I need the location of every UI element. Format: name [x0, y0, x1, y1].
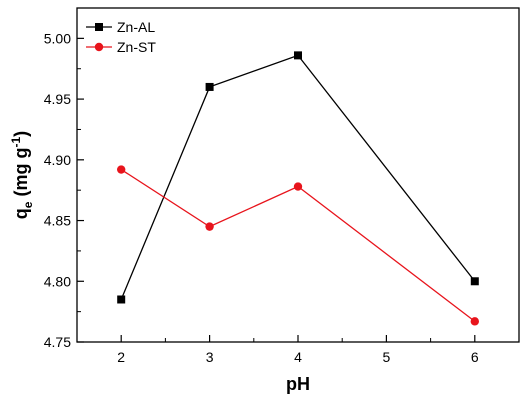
- x-tick-label: 4: [294, 349, 302, 365]
- series-zn-al: [117, 51, 479, 304]
- legend-label: Zn-AL: [117, 19, 155, 35]
- x-tick-label: 2: [117, 349, 125, 365]
- data-point-marker: [117, 295, 126, 304]
- legend-item: Zn-AL: [86, 19, 155, 35]
- legend: Zn-AL Zn-ST: [86, 19, 156, 55]
- y-tick-label: 4.95: [44, 91, 71, 107]
- x-tick-label: 6: [471, 349, 479, 365]
- x-axis-title: pH: [286, 374, 310, 394]
- data-point-marker: [205, 222, 214, 231]
- x-tick-label: 3: [206, 349, 214, 365]
- data-point-marker: [205, 82, 214, 91]
- data-point-marker: [470, 277, 479, 286]
- data-point-marker: [294, 51, 302, 60]
- axis-ticks: 2 3 4 5 6 4.75 4.80 4.85 4.90 4.95 5.00: [44, 7, 479, 365]
- legend-swatch-marker: [94, 42, 104, 52]
- legend-label: Zn-ST: [117, 39, 156, 55]
- legend-swatch-marker: [95, 23, 103, 31]
- y-tick-label: 4.90: [44, 152, 71, 168]
- legend-item: Zn-ST: [86, 39, 156, 55]
- y-tick-label: 4.75: [44, 334, 71, 350]
- y-tick-label: 4.85: [44, 213, 71, 229]
- y-tick-label: 4.80: [44, 273, 71, 289]
- series-line: [120, 168, 476, 322]
- y-axis-title: qe (mg g-1): [9, 131, 35, 219]
- data-point-marker: [293, 182, 303, 191]
- series-line: [120, 54, 476, 300]
- series-zn-st: [117, 165, 479, 326]
- x-tick-label: 5: [383, 349, 391, 365]
- y-tick-label: 5.00: [44, 30, 71, 46]
- data-point-marker: [117, 165, 126, 174]
- series-layer: [117, 51, 479, 326]
- data-point-marker: [470, 317, 479, 326]
